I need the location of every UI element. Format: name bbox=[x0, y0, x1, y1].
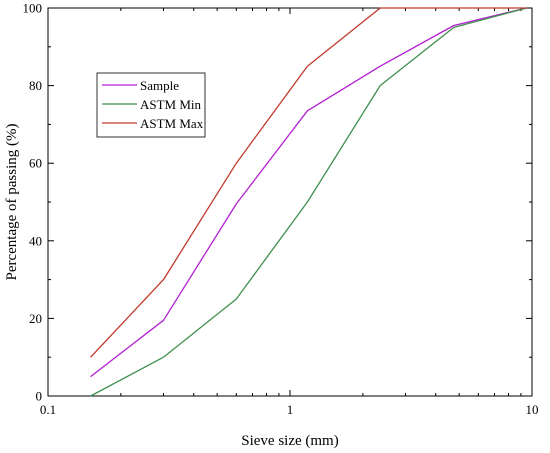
x-tick-label: 10 bbox=[526, 402, 539, 417]
y-tick-label: 0 bbox=[36, 389, 43, 404]
y-tick-label: 100 bbox=[23, 1, 43, 16]
x-axis-title: Sieve size (mm) bbox=[241, 433, 338, 449]
series-line-astm-max bbox=[90, 7, 527, 358]
series-line-astm-min bbox=[90, 7, 527, 397]
axes: 0 20 40 60 80 100 0.1 1 10 Sieve size (mm) Percent… bbox=[4, 1, 539, 450]
legend: Sample ASTM Min ASTM Max bbox=[96, 72, 206, 138]
y-tick-label: 80 bbox=[29, 78, 42, 93]
series-line-sample bbox=[90, 7, 527, 378]
y-tick-label: 60 bbox=[29, 156, 42, 171]
y-tick-label: 20 bbox=[29, 311, 42, 326]
legend-box bbox=[96, 72, 206, 138]
legend-label-sample: Sample bbox=[140, 78, 179, 93]
x-tick-label: 0.1 bbox=[40, 402, 56, 417]
series-lines bbox=[90, 7, 527, 397]
y-tick-label: 40 bbox=[29, 233, 42, 248]
y-axis-title: Percentage of passing (%) bbox=[4, 123, 20, 280]
plot-frame bbox=[47, 7, 533, 397]
legend-label-astm-max: ASTM Max bbox=[140, 116, 204, 131]
x-tick-label: 1 bbox=[287, 402, 294, 417]
legend-label-astm-min: ASTM Min bbox=[140, 97, 202, 112]
